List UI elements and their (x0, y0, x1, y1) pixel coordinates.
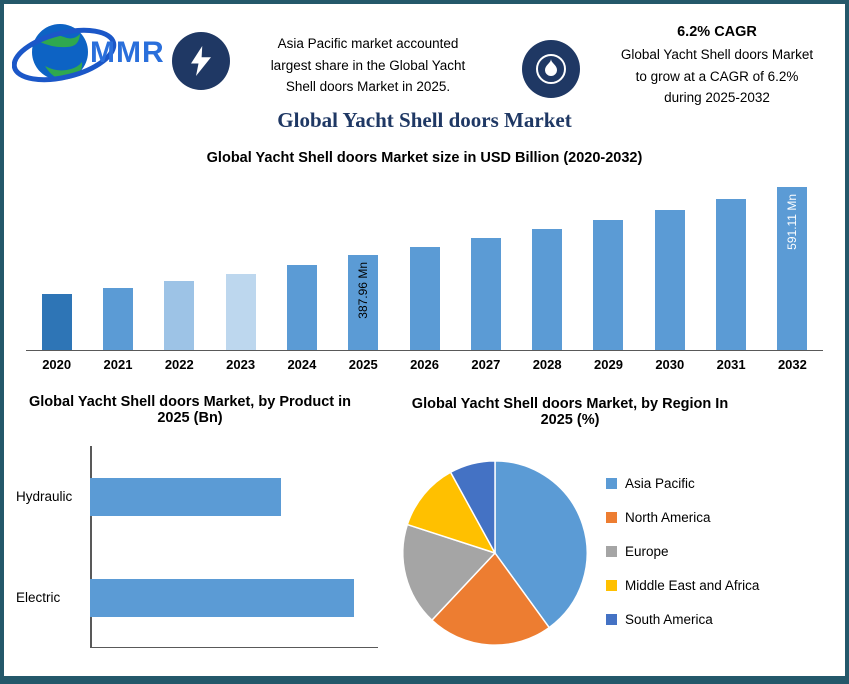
bar-slot-2021 (87, 168, 148, 350)
bar-slot-2020 (26, 168, 87, 350)
bar-plot-area: 387.96 Mn 591.11 Mn (26, 168, 823, 351)
legend-item-south-america: South America (606, 602, 759, 636)
bar-2029 (593, 220, 624, 350)
bar-2025: 387.96 Mn (348, 255, 379, 350)
x-axis-label-2020: 2020 (42, 357, 72, 372)
legend-label: Middle East and Africa (625, 577, 760, 593)
hbar-label-electric: Electric (16, 590, 61, 605)
legend-swatch (606, 477, 617, 489)
bar-slot-2030 (639, 168, 700, 350)
pie-slice-north-america (430, 551, 551, 646)
highlight-right-line: during 2025-2032 (664, 90, 770, 105)
x-axis-label-2030: 2030 (655, 357, 685, 372)
bar-slot-2032: 591.11 Mn (762, 168, 823, 350)
bar-2031 (716, 199, 747, 350)
bar-slot-2029 (578, 168, 639, 350)
product-chart-title: Global Yacht Shell doors Market, by Prod… (28, 394, 352, 426)
highlight-right-line: to grow at a CAGR of 6.2% (635, 68, 799, 84)
bar-2027 (470, 238, 501, 350)
bar-2032: 591.11 Mn (777, 187, 808, 350)
legend-label: Europe (625, 543, 669, 559)
region-chart-title: Global Yacht Shell doors Market, by Regi… (411, 396, 729, 428)
hbar-hydraulic (90, 477, 282, 516)
highlight-left-line: largest share in the Global Yacht (270, 57, 466, 73)
globe-icon (11, 24, 117, 83)
bar-2022 (164, 281, 195, 350)
highlight-left-line: Shell doors Market in 2025. (285, 79, 451, 94)
legend-swatch (606, 579, 617, 591)
bar-slot-2031 (700, 168, 761, 350)
highlight-right-text: 6.2% CAGR Global Yacht Shell doors Marke… (590, 24, 844, 109)
hbar-track (90, 547, 374, 648)
legend-item-middle-east-and-africa: Middle East and Africa (606, 568, 759, 602)
bar-slot-2028 (517, 168, 578, 350)
x-axis-label-2021: 2021 (103, 357, 133, 372)
bar-value-label-2025: 387.96 Mn (356, 262, 371, 319)
bar-slot-2022 (149, 168, 210, 350)
bar-2024 (286, 265, 317, 350)
mmr-logo: MMR (11, 10, 172, 98)
region-pie-chart (402, 460, 588, 646)
bar-slot-2023 (210, 168, 271, 350)
hbar-row-electric: Electric (14, 547, 374, 648)
x-axis-label-2031: 2031 (716, 357, 746, 372)
highlight-right-line: Global Yacht Shell doors Market (620, 47, 814, 62)
legend-swatch (606, 511, 617, 523)
logo-text: MMR (90, 36, 165, 69)
legend-label: Asia Pacific (625, 475, 695, 491)
product-bar-chart: Hydraulic Electric (14, 446, 378, 648)
bar-slot-2027 (455, 168, 516, 350)
bar-chart-title: Global Yacht Shell doors Market size in … (206, 150, 643, 166)
cagr-title: 6.2% CAGR (677, 24, 757, 40)
x-axis-label-2028: 2028 (532, 357, 562, 372)
pie-slice-asia-pacific (494, 460, 588, 629)
highlight-left-text: Asia Pacific market accounted largest sh… (234, 33, 502, 98)
bar-2020 (41, 294, 72, 350)
legend-label: North America (625, 509, 711, 525)
x-axis-line (90, 646, 378, 648)
y-axis-line (90, 446, 92, 648)
x-axis-label-2027: 2027 (471, 357, 501, 372)
legend-label: South America (625, 611, 713, 627)
bar-2023 (225, 274, 256, 350)
bar-2026 (409, 247, 440, 350)
x-axis-label-2032: 2032 (777, 357, 807, 372)
x-axis-label-2023: 2023 (226, 357, 256, 372)
page-title: Global Yacht Shell doors Market (277, 108, 572, 132)
bar-2030 (654, 210, 685, 350)
pie-legend: Asia Pacific North America Europe Middle Ea… (606, 466, 759, 636)
market-size-bar-chart: 387.96 Mn 591.11 Mn 2020 2021 2022 2023 2024 2… (26, 168, 823, 372)
x-axis-label-2025: 2025 (348, 357, 378, 372)
x-axis-label-2029: 2029 (594, 357, 623, 372)
bar-slot-2026 (394, 168, 455, 350)
legend-item-asia-pacific: Asia Pacific (606, 466, 759, 500)
bar-x-axis-labels: 2020 2021 2022 2023 2024 2025 2026 2027 2028 2029… (26, 357, 823, 372)
legend-item-north-america: North America (606, 500, 759, 534)
bar-slot-2025: 387.96 Mn (333, 168, 394, 350)
hbar-track (90, 446, 374, 547)
hbar-row-hydraulic: Hydraulic (14, 446, 374, 547)
pie-slice-europe (402, 523, 497, 622)
x-axis-label-2024: 2024 (287, 357, 317, 372)
lightning-icon (172, 32, 230, 90)
legend-swatch (606, 613, 617, 625)
bar-2028 (532, 229, 563, 350)
legend-item-europe: Europe (606, 534, 759, 568)
legend-swatch (606, 545, 617, 557)
x-axis-label-2022: 2022 (164, 357, 194, 372)
bar-2021 (102, 288, 133, 350)
bar-slot-2024 (271, 168, 332, 350)
bar-value-label-2032: 591.11 Mn (785, 194, 800, 250)
hbar-label-hydraulic: Hydraulic (16, 489, 73, 504)
flame-icon (522, 40, 580, 98)
pie-slice-middle-east-and-africa (406, 471, 497, 555)
pie-slice-south-america (449, 460, 496, 554)
highlight-left-line: Asia Pacific market accounted (277, 36, 459, 51)
x-axis-label-2026: 2026 (410, 357, 439, 372)
hbar-electric (90, 578, 355, 617)
